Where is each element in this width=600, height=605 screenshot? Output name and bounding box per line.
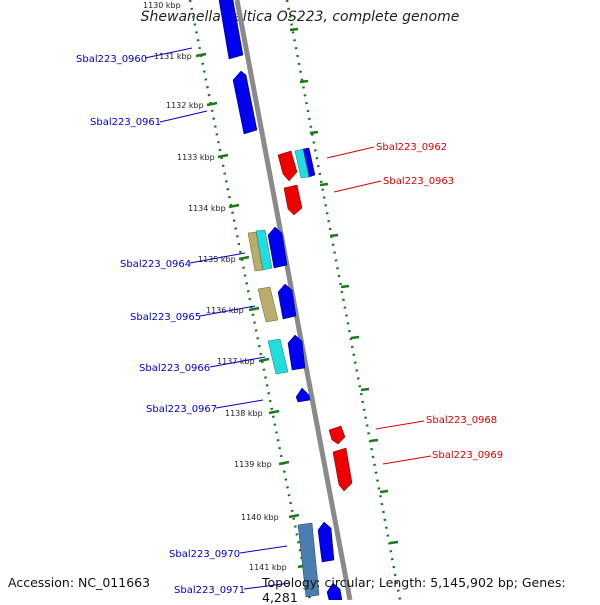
leader-0961 <box>159 110 208 123</box>
kbp-label-1134: 1134 kbp <box>188 204 226 213</box>
gene-block <box>277 150 298 182</box>
leader-0960 <box>144 47 193 59</box>
right-ring-ticks <box>289 27 399 545</box>
right-ring-tick <box>299 79 309 84</box>
kbp-label-1131: 1131 kbp <box>154 52 192 61</box>
gene-cyan <box>267 338 289 375</box>
gene-label-0963: Sbal223_0963 <box>383 176 454 187</box>
tick-1131 <box>195 52 207 58</box>
reverse-gene-labels: Sbal223_0962 Sbal223_0963 Sbal223_0968 S… <box>376 142 503 461</box>
gene-block <box>295 387 311 403</box>
forward-genes <box>218 0 343 600</box>
right-ring-tick <box>329 233 339 238</box>
right-ring-tick <box>360 387 370 392</box>
tick-1137 <box>258 357 270 363</box>
gene-block <box>287 334 306 371</box>
gene-cyan <box>294 148 310 179</box>
gene-steelblue <box>297 522 320 598</box>
right-ring-tick <box>319 182 329 187</box>
leader-0964 <box>189 252 246 264</box>
kbp-label-1133: 1133 kbp <box>177 153 215 162</box>
gene-block <box>283 184 303 216</box>
kbp-label-1138: 1138 kbp <box>225 409 263 418</box>
tick-1139 <box>278 460 290 466</box>
right-ring-tick <box>350 335 360 340</box>
right-ring-tick <box>309 130 319 135</box>
kbp-label-1132: 1132 kbp <box>166 101 204 110</box>
gene-block <box>328 425 346 445</box>
kbp-label-1141: 1141 kbp <box>249 563 287 572</box>
gene-label-0965: Sbal223_0965 <box>130 312 201 323</box>
kbp-label-1139: 1139 kbp <box>234 460 272 469</box>
tick-1138 <box>268 409 280 415</box>
tick-1132 <box>206 101 218 107</box>
kbp-label-1136: 1136 kbp <box>206 306 244 315</box>
leader-0965 <box>199 305 256 317</box>
reverse-genes <box>277 150 353 492</box>
gene-block <box>277 283 297 320</box>
gene-cyan <box>255 229 273 271</box>
genome-summary-text: Topology: circular; Length: 5,145,902 bp… <box>262 575 566 605</box>
tick-1133 <box>217 153 229 159</box>
ring-right <box>285 0 402 600</box>
gene-block <box>317 521 335 563</box>
kbp-label-1130: 1130 kbp <box>143 1 181 10</box>
gene-block <box>332 447 353 492</box>
gene-block <box>267 226 288 269</box>
accession-text: Accession: NC_011663 <box>8 575 151 590</box>
gene-label-0961: Sbal223_0961 <box>90 117 161 128</box>
gene-label-0964: Sbal223_0964 <box>120 259 191 270</box>
gene-label-0968: Sbal223_0968 <box>426 415 497 426</box>
gene-label-0966: Sbal223_0966 <box>139 363 210 374</box>
forward-gene-labels: Sbal223_0960 Sbal223_0961 Sbal223_0964 S… <box>76 54 245 596</box>
kbp-label-1137: 1137 kbp <box>217 357 255 366</box>
leader-0963 <box>333 180 382 193</box>
leader-0971 <box>243 582 291 590</box>
leader-0968 <box>375 420 425 430</box>
gene-block-top <box>218 0 244 60</box>
right-ring-tick <box>289 27 299 32</box>
tick-1136 <box>248 306 260 312</box>
leader-0970 <box>239 545 288 554</box>
right-ring-tick <box>389 540 399 545</box>
label-leader-lines <box>144 47 432 590</box>
map-title: Shewanella baltica OS223, complete genom… <box>140 9 460 25</box>
gene-label-0962: Sbal223_0962 <box>376 142 447 153</box>
leader-0967 <box>215 399 264 409</box>
leader-0962 <box>326 146 375 159</box>
tick-1134 <box>228 203 240 209</box>
right-ring-tick <box>379 489 389 494</box>
gene-khaki <box>257 286 279 323</box>
gene-label-0967: Sbal223_0967 <box>146 404 217 415</box>
leader-0969 <box>382 455 432 465</box>
gene-label-0970: Sbal223_0970 <box>169 549 240 560</box>
right-ring-tick <box>369 438 379 443</box>
tick-1135 <box>238 255 250 261</box>
gene-block <box>232 70 258 135</box>
gene-label-0960: Sbal223_0960 <box>76 54 147 65</box>
gene-block <box>326 582 343 600</box>
gene-label-0969: Sbal223_0969 <box>432 450 503 461</box>
ring-left <box>188 0 312 600</box>
kbp-label-1140: 1140 kbp <box>241 513 279 522</box>
leader-0966 <box>209 356 266 368</box>
tick-1140 <box>288 513 300 519</box>
right-ring-tick <box>340 284 350 289</box>
kbp-label-1135: 1135 kbp <box>198 255 236 264</box>
gene-label-0971: Sbal223_0971 <box>174 585 245 596</box>
